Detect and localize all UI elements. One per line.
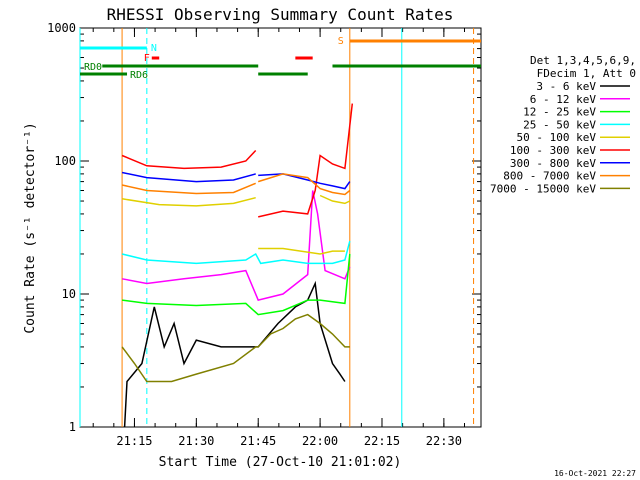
legend-entry: 100 - 300 keV xyxy=(510,144,596,157)
series-line xyxy=(122,253,351,316)
state-bar-label: RD6 xyxy=(130,70,148,81)
series-line xyxy=(121,240,351,265)
x-axis-label: Start Time (27-Oct-10 21:01:02) xyxy=(159,455,402,470)
x-tick-label: 22:15 xyxy=(364,434,400,448)
series-line xyxy=(257,173,351,196)
y-tick-label: 1 xyxy=(69,420,76,434)
x-tick-label: 21:45 xyxy=(240,434,276,448)
y-tick-label: 10 xyxy=(62,287,76,301)
legend-entry: 300 - 800 keV xyxy=(510,157,596,170)
legend-entry: 800 - 7000 keV xyxy=(503,170,596,183)
legend-entry: 50 - 100 keV xyxy=(517,131,597,144)
series-line xyxy=(319,194,351,205)
legend-entry: 25 - 50 keV xyxy=(523,118,596,131)
legend-entry: 12 - 25 keV xyxy=(523,106,596,119)
series-line xyxy=(121,182,256,195)
series-line xyxy=(258,247,345,255)
plot-frame xyxy=(79,27,482,428)
state-bar-label: RD0 xyxy=(84,62,102,73)
legend-header: FDecim 1, Att 0 xyxy=(537,67,636,80)
series-line xyxy=(121,149,257,170)
legend-entry: 3 - 6 keV xyxy=(536,80,596,93)
legend-header: Det 1,3,4,5,6,9, xyxy=(530,54,636,67)
series-line xyxy=(258,173,351,190)
y-tick-label: 1000 xyxy=(47,21,76,35)
x-tick-label: 21:30 xyxy=(178,434,214,448)
state-bar-label: S xyxy=(338,36,344,47)
legend-entry: 6 - 12 keV xyxy=(530,93,597,106)
x-tick-label: 22:30 xyxy=(426,434,462,448)
series-line xyxy=(258,103,354,218)
series-line xyxy=(121,171,256,183)
series-line xyxy=(121,196,256,207)
state-bar-label: F xyxy=(144,53,150,64)
series-line xyxy=(121,313,350,383)
x-tick-label: 21:15 xyxy=(116,434,152,448)
plot-area: 1 10 100 1000 21:15 21:30 21:45 22:00 22:15 22:30… xyxy=(47,21,636,448)
legend-entry: 7000 - 15000 keV xyxy=(490,182,596,195)
series-line xyxy=(121,190,351,301)
footer-date: 16-Oct-2021 22:27 xyxy=(554,469,636,478)
chart-title: RHESSI Observing Summary Count Rates xyxy=(107,5,454,24)
x-tick-label: 22:00 xyxy=(302,434,338,448)
series-line xyxy=(123,280,346,428)
y-axis-label: Count Rate (s⁻¹ detector⁻¹) xyxy=(23,122,38,333)
y-tick-label: 100 xyxy=(54,154,76,168)
state-bar-label: N xyxy=(151,43,157,54)
